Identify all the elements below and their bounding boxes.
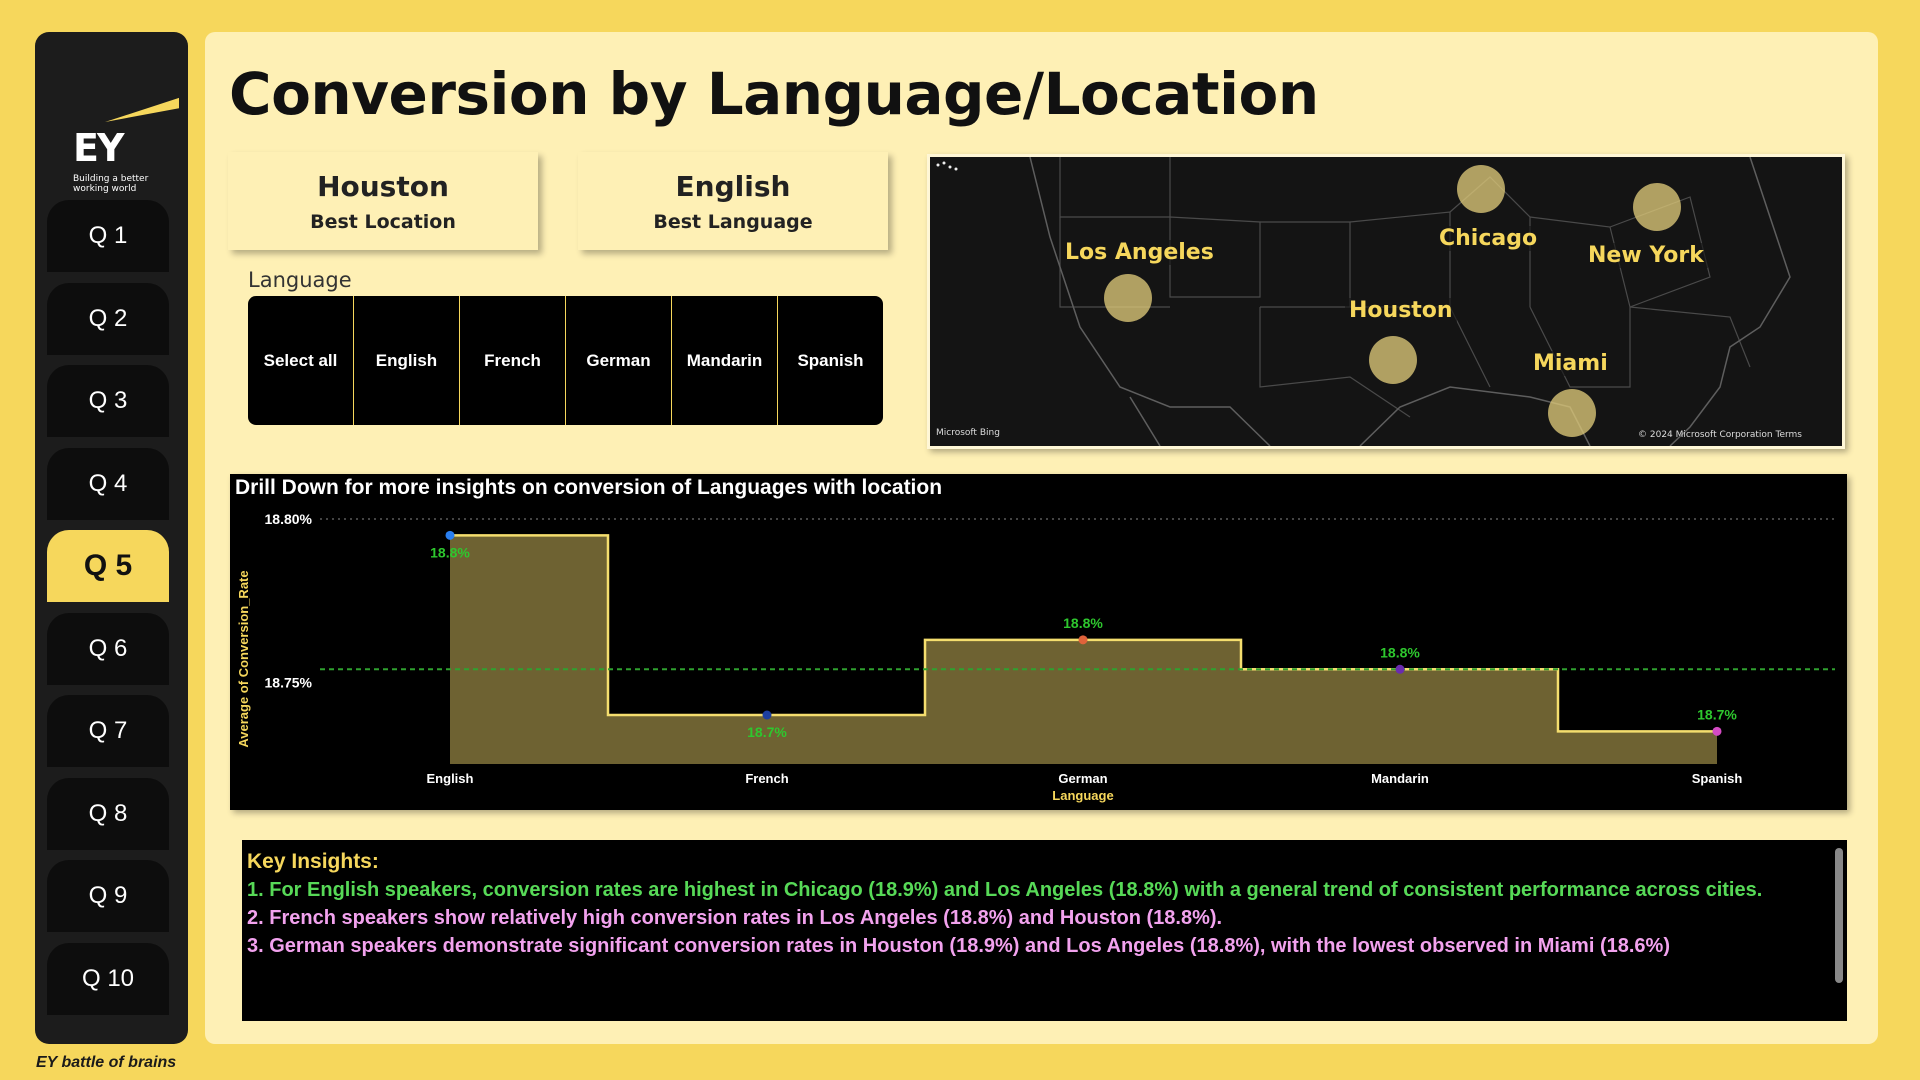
- insights-title: Key Insights:: [247, 850, 379, 873]
- kpi-best-location: Houston Best Location: [228, 152, 538, 250]
- nav-q1[interactable]: Q 1: [47, 200, 169, 272]
- y-axis-title: Average of Conversion_Rate: [236, 570, 251, 747]
- x-tick-label: French: [745, 771, 788, 786]
- city-label-los-angeles: Los Angeles: [1061, 240, 1218, 265]
- logo-text: EY: [73, 126, 125, 170]
- bubble-miami[interactable]: [1548, 389, 1596, 437]
- page-title: Conversion by Language/Location: [229, 60, 1319, 128]
- chart-title: Drill Down for more insights on conversi…: [235, 476, 943, 499]
- city-label-miami: Miami: [1529, 351, 1612, 376]
- nav-list: Q 1 Q 2 Q 3 Q 4 Q 5 Q 6 Q 7 Q 8 Q 9 Q 10: [47, 200, 169, 1025]
- insight-line: 3. German speakers demonstrate significa…: [247, 935, 1670, 957]
- data-label: 18.8%: [430, 544, 470, 560]
- kpi-best-language: English Best Language: [578, 152, 888, 250]
- footer-label: EY battle of brains: [36, 1054, 177, 1071]
- x-tick-label: German: [1058, 771, 1107, 786]
- city-label-new-york: New York: [1584, 243, 1708, 268]
- y-tick-label: 18.75%: [265, 674, 313, 690]
- y-tick-label: 18.80%: [265, 511, 313, 527]
- insight-line: 2. French speakers show relatively high …: [247, 907, 1223, 929]
- language-chart[interactable]: Drill Down for more insights on conversi…: [230, 474, 1847, 810]
- bubble-chicago[interactable]: [1457, 165, 1505, 213]
- kpi-value: English: [675, 170, 791, 203]
- city-label-houston: Houston: [1345, 298, 1457, 323]
- insights-scrollbar[interactable]: [1835, 848, 1843, 983]
- data-label: 18.8%: [1063, 615, 1103, 631]
- x-axis-title: Language: [1052, 788, 1113, 803]
- slicer-english[interactable]: English: [354, 296, 460, 425]
- x-tick-label: Mandarin: [1371, 771, 1429, 786]
- main-panel: Conversion by Language/Location Houston …: [205, 32, 1878, 1044]
- nav-q8[interactable]: Q 8: [47, 777, 169, 850]
- data-label: 18.8%: [1380, 644, 1420, 660]
- slicer-spanish[interactable]: Spanish: [797, 350, 864, 370]
- sidebar: EY Building a better working world Q 1 Q…: [35, 32, 188, 1044]
- ey-logo: EY Building a better working world: [69, 62, 179, 194]
- data-point: [762, 710, 772, 720]
- slicer-german[interactable]: German: [566, 296, 672, 425]
- slicer-select-all[interactable]: Select all: [248, 296, 354, 425]
- nav-q2[interactable]: Q 2: [47, 282, 169, 355]
- map-brand: Microsoft Bing: [936, 428, 1000, 438]
- nav-q4[interactable]: Q 4: [47, 447, 169, 520]
- slicer-mandarin[interactable]: Mandarin: [672, 296, 778, 425]
- data-point: [1078, 635, 1088, 645]
- nav-q9[interactable]: Q 9: [47, 860, 169, 932]
- nav-q5[interactable]: Q 5: [47, 530, 169, 602]
- bubble-los-angeles[interactable]: [1104, 274, 1152, 322]
- kpi-label: Best Location: [310, 211, 456, 233]
- data-point: [445, 530, 455, 540]
- area-fill: [450, 535, 1717, 764]
- kpi-value: Houston: [317, 170, 449, 203]
- city-label-chicago: Chicago: [1435, 226, 1542, 251]
- bubble-new-york[interactable]: [1633, 183, 1681, 231]
- key-insights: Key Insights: 1. For English speakers, c…: [242, 840, 1847, 1021]
- nav-q6[interactable]: Q 6: [47, 612, 169, 685]
- data-label: 18.7%: [747, 724, 787, 740]
- data-point: [1395, 664, 1405, 674]
- nav-q10[interactable]: Q 10: [47, 942, 169, 1015]
- logo-tagline: Building a better working world: [73, 174, 149, 194]
- x-tick-label: Spanish: [1692, 771, 1743, 786]
- insight-line: 1. For English speakers, conversion rate…: [247, 879, 1763, 901]
- kpi-label: Best Language: [653, 211, 813, 233]
- bubble-houston[interactable]: [1369, 336, 1417, 384]
- slicer-french[interactable]: French: [460, 296, 566, 425]
- data-point: [1712, 726, 1722, 736]
- language-slicer: Select all English French German Mandari…: [248, 296, 883, 425]
- map-visual[interactable]: Los Angeles Chicago New York Houston Mia…: [927, 154, 1845, 449]
- nav-q7[interactable]: Q 7: [47, 695, 169, 767]
- x-tick-label: English: [427, 771, 474, 786]
- nav-q3[interactable]: Q 3: [47, 365, 169, 437]
- chart-svg: 18.80% 18.75% 18.8% English 18.7% French 18.8%…: [236, 511, 1835, 803]
- map-copyright: © 2024 Microsoft Corporation Terms: [1638, 430, 1802, 440]
- data-label: 18.7%: [1697, 706, 1737, 722]
- slicer-label: Language: [248, 268, 352, 292]
